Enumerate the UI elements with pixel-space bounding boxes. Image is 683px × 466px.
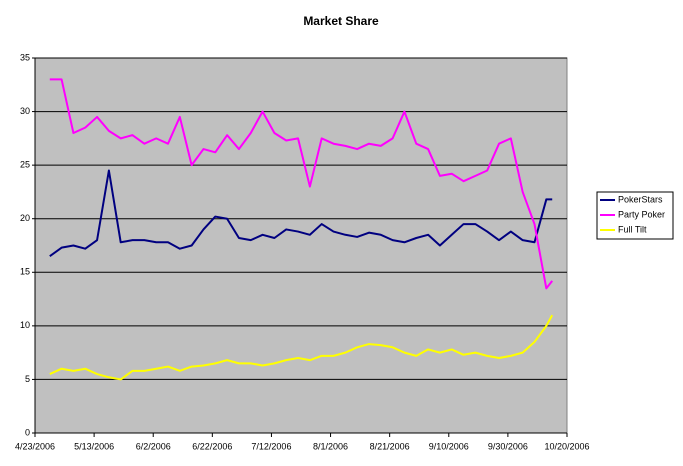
legend-label: PokerStars — [618, 194, 663, 204]
y-tick-label: 10 — [20, 320, 30, 330]
legend-label: Party Poker — [618, 209, 665, 219]
y-tick-label: 5 — [25, 374, 30, 384]
x-tick-label: 7/12/2006 — [251, 441, 291, 451]
x-tick-label: 4/23/2006 — [15, 441, 55, 451]
plot-area — [34, 57, 568, 434]
series-line — [49, 169, 553, 258]
x-tick-label: 9/30/2006 — [488, 441, 528, 451]
chart-title: Market Share — [303, 14, 379, 28]
y-tick-label: 20 — [20, 213, 30, 223]
x-tick-label: 6/22/2006 — [192, 441, 232, 451]
y-tick-label: 15 — [20, 267, 30, 277]
x-tick-label: 8/1/2006 — [313, 441, 348, 451]
y-tick-label: 35 — [20, 52, 30, 62]
legend-label: Full Tilt — [618, 224, 647, 234]
x-tick-label: 9/10/2006 — [429, 441, 469, 451]
x-tick-label: 8/21/2006 — [370, 441, 410, 451]
x-tick-label: 5/13/2006 — [74, 441, 114, 451]
series-line — [49, 314, 554, 381]
y-tick-label: 0 — [25, 427, 30, 437]
y-tick-label: 25 — [20, 160, 30, 170]
series-line — [49, 78, 554, 290]
x-tick-label: 10/20/2006 — [544, 441, 589, 451]
y-tick-label: 30 — [20, 106, 30, 116]
x-tick-label: 6/2/2006 — [136, 441, 171, 451]
